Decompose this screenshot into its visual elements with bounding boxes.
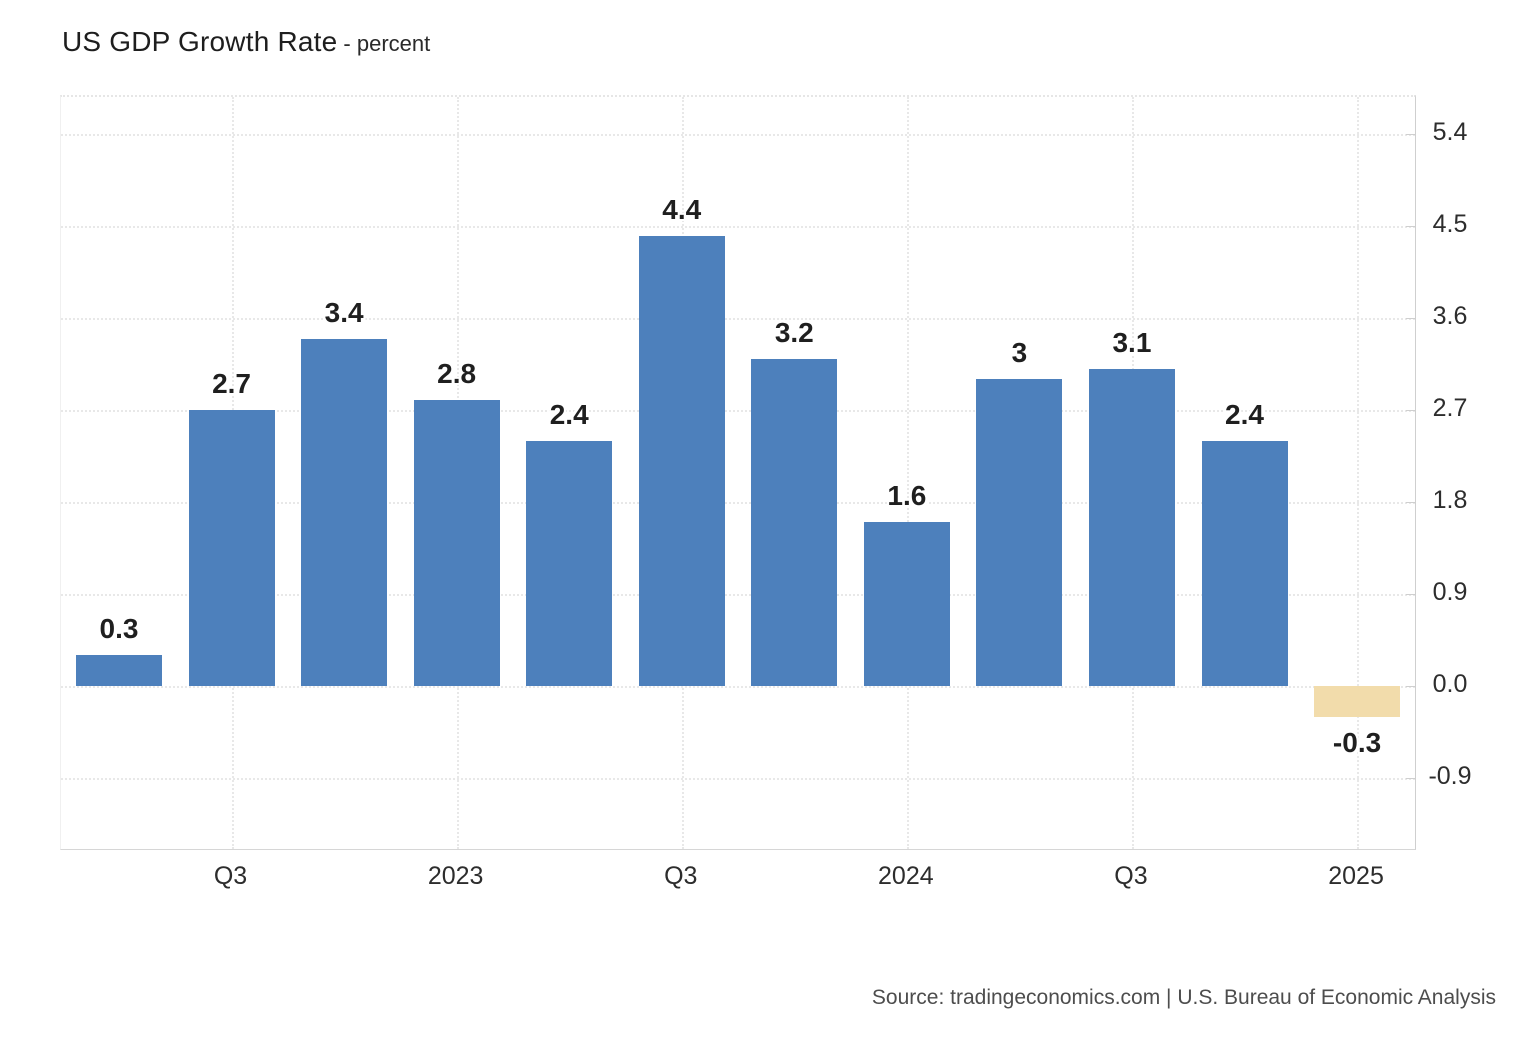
- gridline-horizontal: [61, 502, 1415, 505]
- y-tick-label: 0.9: [1432, 578, 1468, 607]
- gridline-horizontal: [61, 318, 1415, 321]
- y-tick-label: -0.9: [1428, 761, 1472, 790]
- gdp-bar: [751, 358, 838, 686]
- gdp-bar: [76, 655, 162, 686]
- gridline-horizontal: [61, 594, 1415, 597]
- bar-value-label: -0.3: [1332, 726, 1382, 758]
- bar-value-label: 4.4: [662, 194, 702, 226]
- gdp-bar: [1088, 369, 1175, 686]
- gridline-horizontal: [61, 686, 1415, 688]
- gdp-bar: [1201, 440, 1288, 686]
- y-axis-tick: [1406, 134, 1415, 136]
- y-axis-tick: [1406, 410, 1415, 412]
- chart-title-text: US GDP Growth Rate: [62, 26, 338, 57]
- bar-value-label: 3.4: [324, 296, 364, 328]
- bar-value-label: 0.3: [99, 613, 139, 645]
- gdp-bar: [638, 236, 725, 686]
- x-tick-label: Q3: [1114, 862, 1148, 890]
- gdp-bar: [413, 399, 500, 686]
- bar-value-label: 2.7: [212, 368, 252, 400]
- y-axis-tick: [1406, 777, 1415, 779]
- gdp-bar: [863, 522, 950, 686]
- y-axis-tick: [1406, 318, 1415, 320]
- y-tick-label: 0.0: [1432, 670, 1468, 698]
- x-tick-label: 2024: [878, 862, 934, 890]
- y-tick-label: 4.5: [1432, 210, 1468, 239]
- gdp-bar: [526, 440, 613, 686]
- y-tick-label: 2.7: [1432, 394, 1468, 423]
- bar-value-label: 3.2: [774, 316, 814, 348]
- y-axis-tick: [1406, 502, 1415, 504]
- gridline-horizontal: [61, 410, 1415, 413]
- gridline-vertical: [1357, 97, 1360, 849]
- gridline-horizontal: [61, 777, 1415, 780]
- bar-value-label: 2.4: [1225, 398, 1264, 430]
- y-tick-label: 3.6: [1432, 302, 1468, 331]
- gdp-bar: [301, 338, 388, 686]
- gdp-bar: [976, 379, 1063, 686]
- x-tick-label: 2025: [1328, 862, 1384, 890]
- x-tick-label: Q3: [213, 862, 248, 890]
- bar-value-label: 3: [1011, 337, 1028, 369]
- chart-subtitle: - percent: [343, 31, 431, 56]
- gdp-bar: [1314, 686, 1401, 717]
- plot-area: 0.3 2.7 3.4 2.8 2.4 4.4 3.2 1.6 3 3.1 2.4 -0.3: [60, 95, 1416, 850]
- chart-title: US GDP Growth Rate - percent: [62, 26, 430, 58]
- y-tick-label: 5.4: [1432, 118, 1468, 147]
- gridline-horizontal: [61, 134, 1415, 137]
- y-tick-label: 1.8: [1432, 486, 1468, 515]
- x-tick-label: 2023: [427, 862, 484, 890]
- x-tick-label: Q3: [664, 862, 698, 890]
- y-axis-tick: [1406, 226, 1415, 228]
- y-axis-tick: [1406, 686, 1415, 687]
- bar-value-label: 3.1: [1112, 327, 1152, 359]
- source-attribution: Source: tradingeconomics.com | U.S. Bure…: [871, 986, 1496, 1009]
- y-axis-tick: [1406, 594, 1415, 596]
- bar-value-label: 1.6: [887, 480, 927, 512]
- bar-value-label: 2.4: [549, 398, 589, 430]
- bar-value-label: 2.8: [437, 357, 477, 389]
- gdp-bar: [188, 410, 275, 686]
- gridline-vertical: [906, 97, 909, 849]
- gridline-horizontal: [61, 226, 1415, 229]
